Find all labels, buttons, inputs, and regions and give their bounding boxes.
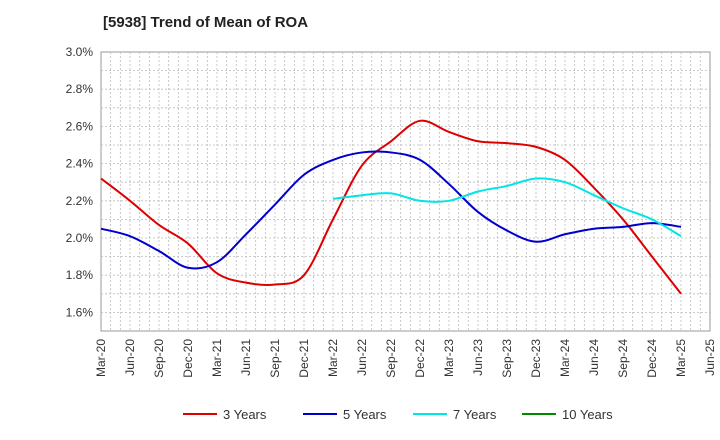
y-tick-label: 1.8% [66, 268, 94, 282]
y-axis-ticks: 1.6% 1.8% 2.0% 2.2% 2.4% 2.6% 2.8% 3.0% [66, 45, 94, 319]
x-tick-label: Jun-22 [355, 339, 369, 376]
x-tick-label: Mar-22 [326, 339, 340, 377]
y-tick-label: 2.0% [66, 231, 94, 245]
x-tick-label: Mar-25 [674, 339, 688, 377]
x-tick-label: Mar-24 [558, 339, 572, 377]
x-tick-label: Dec-23 [529, 339, 543, 378]
series-line-7-years [332, 177, 682, 238]
plot-area [100, 51, 711, 332]
x-tick-label: Jun-20 [123, 339, 137, 376]
series-line-5-years [100, 150, 682, 270]
x-tick-label: Mar-21 [210, 339, 224, 377]
x-tick-label: Mar-23 [442, 339, 456, 377]
x-tick-label: Sep-21 [268, 339, 282, 378]
y-tick-label: 2.2% [66, 194, 94, 208]
legend: 3 Years 5 Years 7 Years 10 Years [183, 407, 613, 422]
y-tick-label: 2.6% [66, 119, 94, 133]
legend-label: 7 Years [453, 407, 497, 422]
x-tick-label: Dec-24 [645, 339, 659, 378]
series-lines [100, 119, 682, 295]
y-tick-label: 2.4% [66, 157, 94, 171]
legend-label: 5 Years [343, 407, 387, 422]
x-tick-label: Jun-24 [587, 339, 601, 376]
x-tick-label: Sep-23 [500, 339, 514, 378]
series-line-3-years [100, 119, 682, 295]
legend-label: 3 Years [223, 407, 267, 422]
y-tick-label: 2.8% [66, 82, 94, 96]
y-tick-label: 1.6% [66, 305, 94, 319]
chart-title: [5938] Trend of Mean of ROA [103, 14, 309, 31]
x-tick-label: Jun-25 [703, 339, 717, 376]
x-tick-label: Jun-21 [239, 339, 253, 376]
x-tick-label: Mar-20 [94, 339, 108, 377]
x-axis-ticks: Mar-20 Jun-20 Sep-20 Dec-20 Mar-21 Jun-21 Sep-… [94, 339, 717, 378]
x-tick-label: Sep-24 [616, 339, 630, 378]
gridlines [101, 52, 710, 331]
x-tick-label: Dec-20 [181, 339, 195, 378]
legend-label: 10 Years [562, 407, 613, 422]
x-tick-label: Sep-22 [384, 339, 398, 378]
y-tick-label: 3.0% [66, 45, 94, 59]
x-tick-label: Dec-21 [297, 339, 311, 378]
x-tick-label: Jun-23 [471, 339, 485, 376]
x-tick-label: Sep-20 [152, 339, 166, 378]
x-tick-label: Dec-22 [413, 339, 427, 378]
